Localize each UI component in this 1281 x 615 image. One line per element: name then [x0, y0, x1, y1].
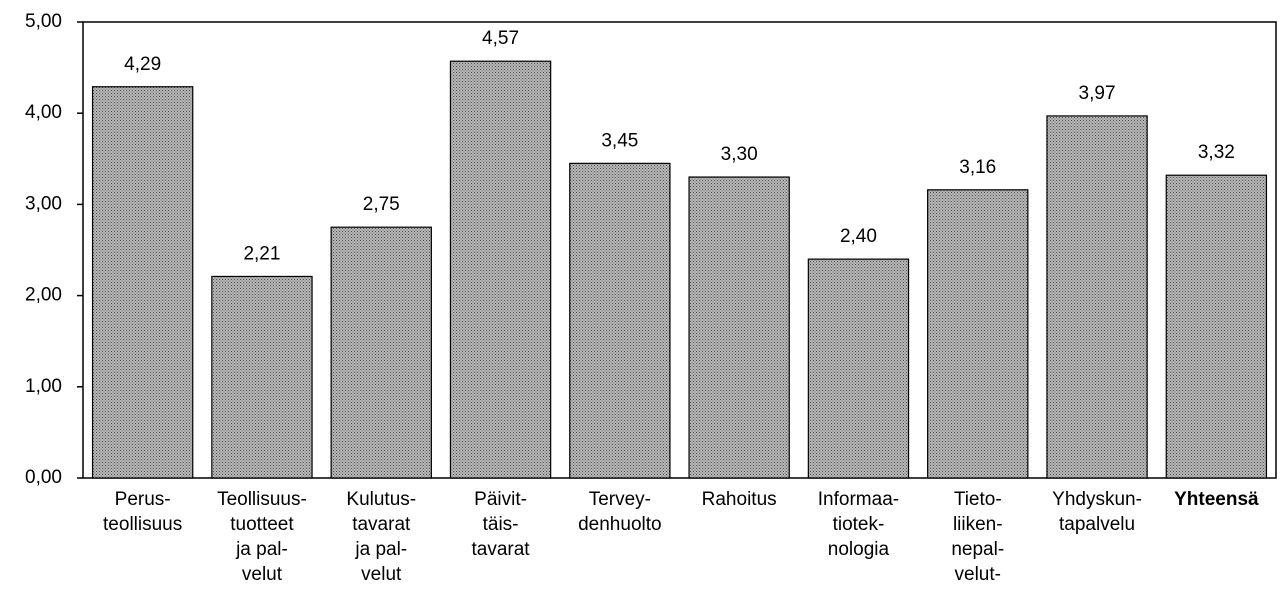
x-tick-label: Informaa-	[818, 489, 899, 510]
value-label: 4,57	[482, 28, 519, 49]
value-label: 3,45	[601, 130, 638, 151]
plot-frame	[82, 21, 1277, 479]
x-tick-label: tavarat	[472, 539, 531, 560]
value-label: 3,97	[1079, 83, 1116, 104]
y-tick-label: 5,00	[25, 11, 62, 32]
x-tick-label: velut	[361, 564, 402, 585]
x-tick-label: denhuolto	[578, 514, 661, 535]
bar	[569, 162, 671, 479]
x-tick-label: Tervey-	[589, 489, 651, 510]
value-label: 3,30	[721, 144, 758, 165]
bar	[688, 176, 790, 479]
x-tick-label: tiotek-	[833, 514, 885, 535]
x-tick-label: Teollisuus-	[217, 489, 307, 510]
x-tick-label: Yhdyskun-	[1052, 489, 1142, 510]
x-tick-label: Tieto-	[954, 489, 1002, 510]
y-tick-label: 1,00	[25, 376, 62, 397]
x-tick-label: Perus-	[115, 489, 171, 510]
x-tick-label: ja pal-	[354, 539, 407, 560]
bar	[927, 189, 1029, 479]
x-tick-label: Rahoitus	[702, 489, 777, 510]
bar	[211, 275, 313, 479]
x-tick-label: Kulutus-	[346, 489, 416, 510]
x-tick-label: nologia	[828, 539, 890, 560]
x-tick-label: Yhteensä	[1174, 489, 1259, 510]
x-tick-label: Päivit-	[474, 489, 527, 510]
bar	[449, 60, 552, 479]
y-tick-label: 2,00	[25, 285, 62, 306]
value-label: 4,29	[124, 54, 161, 75]
bar	[330, 226, 432, 479]
bar	[1046, 115, 1148, 479]
x-tick-label: liiken-	[953, 514, 1003, 535]
bar	[807, 258, 910, 479]
bar	[1165, 174, 1268, 479]
y-tick-label: 3,00	[25, 193, 62, 214]
y-tick-label: 4,00	[25, 102, 62, 123]
value-label: 2,75	[363, 194, 400, 215]
value-label: 2,21	[243, 243, 280, 264]
value-label: 2,40	[840, 226, 877, 247]
x-tick-label: tapalvelu	[1059, 514, 1135, 535]
x-tick-label: nepal-	[951, 539, 1004, 560]
value-label: 3,32	[1198, 142, 1235, 163]
x-tick-label: velut-	[955, 564, 1001, 585]
x-tick-label: ja pal-	[235, 539, 288, 560]
x-tick-label: tuotteet	[230, 514, 294, 535]
x-tick-label: täis-	[483, 514, 519, 535]
x-tick-label: teollisuus	[103, 514, 182, 535]
bar	[91, 86, 194, 479]
x-tick-label: velut	[242, 564, 283, 585]
x-tick-label: tavarat	[352, 514, 411, 535]
y-tick-label: 0,00	[25, 467, 62, 488]
value-label: 3,16	[959, 157, 996, 178]
